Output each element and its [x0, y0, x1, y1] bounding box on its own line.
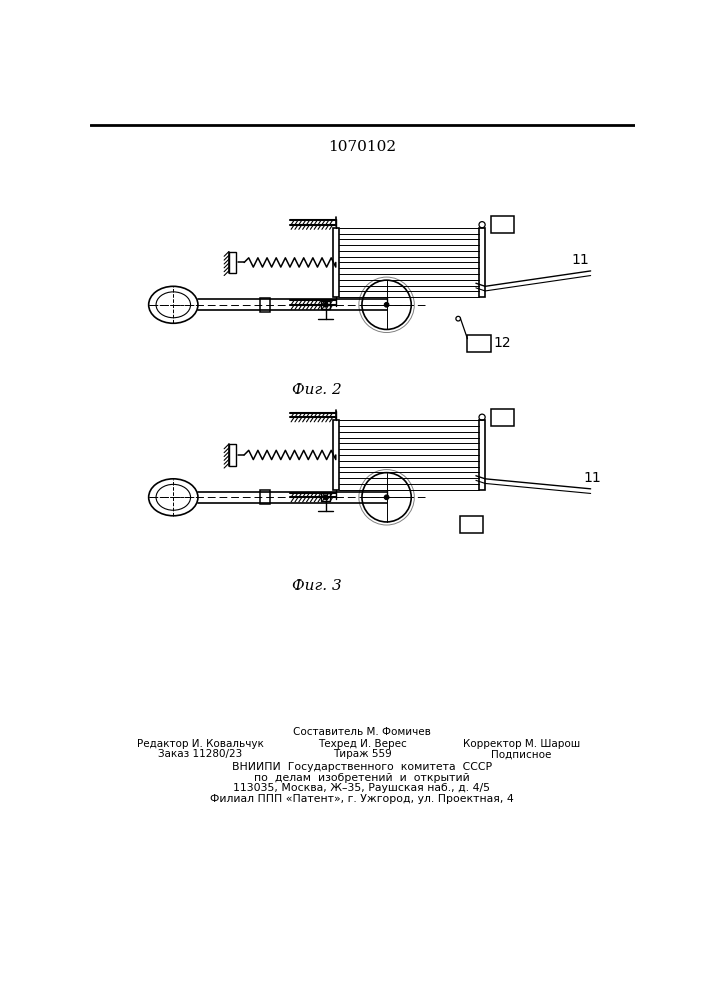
Bar	[321, 301, 330, 309]
Text: по  делам  изобретений  и  открытий: по делам изобретений и открытий	[254, 773, 470, 783]
Text: Филиал ППП «Патент», г. Ужгород, ул. Проектная, 4: Филиал ППП «Патент», г. Ужгород, ул. Про…	[210, 794, 514, 804]
Text: ВНИИПИ  Государственного  комитета  СССР: ВНИИПИ Государственного комитета СССР	[232, 762, 492, 772]
Text: Тираж 559: Тираж 559	[332, 749, 392, 759]
Text: Составитель М. Фомичев: Составитель М. Фомичев	[293, 727, 431, 737]
Bar	[491, 216, 515, 233]
Circle shape	[385, 495, 389, 500]
Bar	[479, 420, 485, 490]
Text: Заказ 11280/23: Заказ 11280/23	[158, 749, 243, 759]
Bar	[467, 335, 491, 352]
Text: 1070102: 1070102	[328, 140, 396, 154]
Bar	[491, 409, 515, 426]
Bar	[321, 493, 330, 501]
Bar	[259, 490, 270, 504]
Text: Фиг. 3: Фиг. 3	[293, 579, 342, 593]
Text: 12: 12	[493, 336, 511, 350]
Bar	[333, 228, 339, 297]
Text: Техред И. Верес: Техред И. Верес	[317, 739, 407, 749]
Bar	[479, 228, 485, 297]
Text: Редактор И. Ковальчук: Редактор И. Ковальчук	[137, 739, 264, 749]
Text: 11: 11	[571, 253, 589, 267]
Circle shape	[324, 495, 328, 500]
Text: 113035, Москва, Ж–35, Раушская наб., д. 4/5: 113035, Москва, Ж–35, Раушская наб., д. …	[233, 783, 491, 793]
Bar	[229, 252, 236, 273]
Circle shape	[324, 302, 328, 307]
Text: 11: 11	[583, 471, 601, 485]
Text: Фиг. 2: Фиг. 2	[293, 382, 342, 396]
Bar	[460, 516, 483, 533]
Bar	[259, 298, 270, 312]
Bar	[333, 420, 339, 490]
Circle shape	[385, 302, 389, 307]
Text: Корректор М. Шарош: Корректор М. Шарош	[462, 739, 580, 749]
Bar	[229, 444, 236, 466]
Text: Подписное: Подписное	[491, 749, 551, 759]
